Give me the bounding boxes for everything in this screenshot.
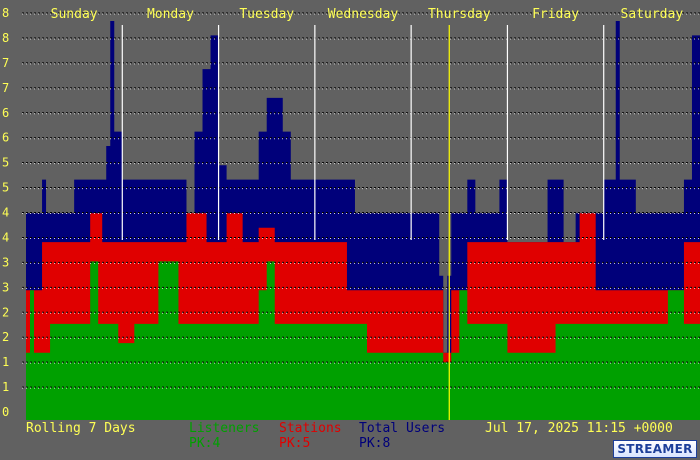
- rolling-window-label: Rolling 7 Days: [26, 421, 136, 436]
- y-tick-label: 0: [2, 405, 9, 419]
- legend-stations: Stations: [279, 421, 342, 436]
- y-tick-label: 1: [2, 355, 9, 369]
- legend-total-users: Total Users: [359, 421, 446, 436]
- y-tick-label: 6: [2, 131, 9, 145]
- day-label-saturday: Saturday: [621, 7, 684, 22]
- y-tick-label: 5: [2, 181, 9, 195]
- day-label-wednesday: Wednesday: [328, 7, 399, 22]
- y-tick-label: 2: [2, 330, 9, 344]
- y-tick-label: 5: [2, 156, 9, 170]
- series-area-listeners: [26, 261, 700, 420]
- y-tick-label: 7: [2, 81, 9, 95]
- day-label-sunday: Sunday: [51, 7, 98, 22]
- y-tick-label: 1: [2, 380, 9, 394]
- users-peak: PK:8: [359, 436, 391, 451]
- listener-history-chart: 0 1 1 2 2 3 3 4 4 5 5 6 6 7 7 8 8 Sunday Monday Tuesday Wedn…: [2, 6, 700, 420]
- y-tick-label: 4: [2, 206, 9, 220]
- day-label-friday: Friday: [532, 7, 579, 22]
- day-label-monday: Monday: [147, 7, 194, 22]
- y-tick-label: 3: [2, 280, 9, 294]
- y-tick-label: 2: [2, 305, 9, 319]
- timestamp-label: Jul 17, 2025 11:15 +0000: [485, 421, 673, 436]
- listeners-peak: PK:4: [189, 436, 221, 451]
- y-tick-label: 8: [2, 6, 9, 20]
- day-label-thursday: Thursday: [428, 7, 491, 22]
- legend-listeners: Listeners: [189, 421, 260, 436]
- y-tick-label: 7: [2, 56, 9, 70]
- y-tick-label: 3: [2, 255, 9, 269]
- day-label-tuesday: Tuesday: [239, 7, 294, 22]
- streamer-logo: STREAMER: [613, 440, 697, 458]
- y-tick-label: 8: [2, 31, 9, 45]
- stations-peak: PK:5: [279, 436, 311, 451]
- y-tick-label: 6: [2, 106, 9, 120]
- y-tick-label: 4: [2, 230, 9, 244]
